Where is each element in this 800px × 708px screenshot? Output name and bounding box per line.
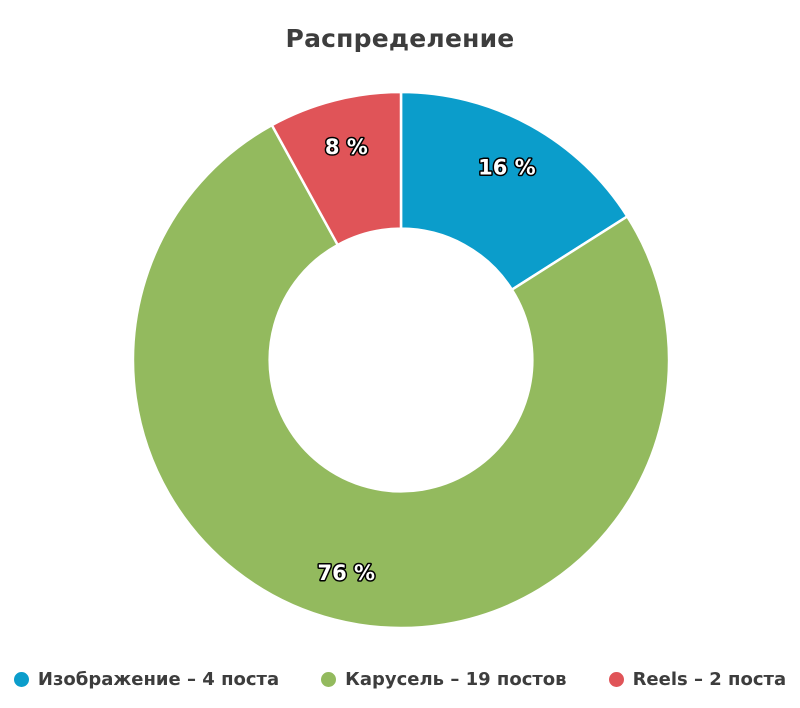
legend-marker-reels-icon [608, 672, 624, 687]
legend-item-carousel[interactable]: Карусель – 19 постов [321, 669, 567, 690]
donut-slice-carousel[interactable] [131, 123, 671, 630]
slice-percent-label-reels: 8 % [325, 135, 368, 159]
slice-percent-label-image: 16 % [478, 155, 536, 179]
legend-marker-image-icon [13, 672, 29, 687]
legend-label-carousel: Карусель – 19 постов [345, 669, 567, 690]
legend: Изображение – 4 поста Карусель – 19 пост… [0, 669, 800, 690]
legend-label-reels: Reels – 2 поста [632, 669, 787, 690]
legend-label-image: Изображение – 4 поста [37, 669, 280, 690]
slice-percent-label-carousel: 76 % [318, 561, 376, 585]
donut-slice-image[interactable] [399, 90, 629, 291]
donut-slice-reels[interactable] [270, 90, 403, 247]
legend-item-reels[interactable]: Reels – 2 поста [608, 669, 787, 690]
chart-title: Распределение [285, 24, 515, 53]
legend-item-image[interactable]: Изображение – 4 поста [13, 669, 280, 690]
legend-marker-carousel-icon [321, 672, 337, 687]
